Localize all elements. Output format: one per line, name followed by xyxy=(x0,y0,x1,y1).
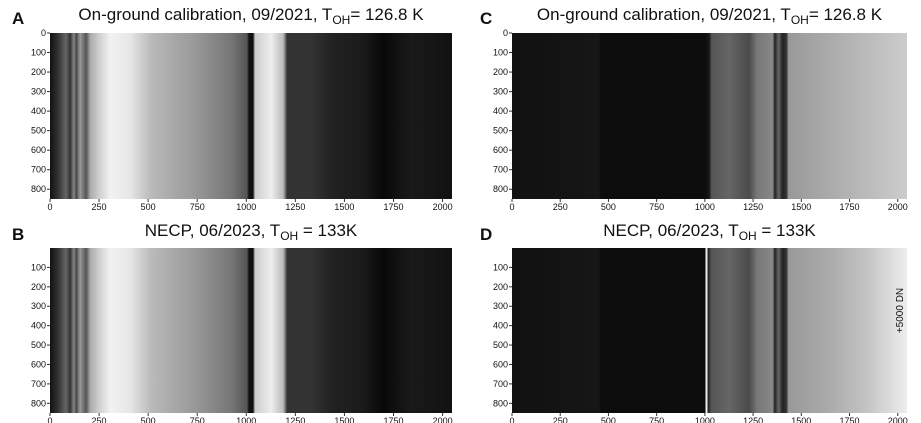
y-tick-label: 600 xyxy=(493,145,508,155)
title-subscript: OH xyxy=(332,13,350,27)
y-tick-label: 700 xyxy=(31,165,46,175)
y-tick-label: 800 xyxy=(31,184,46,194)
x-tick-label: 0 xyxy=(509,202,514,212)
x-tick-label: 750 xyxy=(649,416,664,423)
x-tick-label: 1750 xyxy=(383,416,403,423)
x-tick-label: 2000 xyxy=(888,202,908,212)
y-tick-label: 700 xyxy=(493,379,508,389)
y-tick-label: 100 xyxy=(493,48,508,58)
x-tick-label: 1000 xyxy=(236,202,256,212)
title-text: NECP, 06/2023, T xyxy=(145,221,280,240)
panel-title: NECP, 06/2023, TOH = 133K xyxy=(145,221,358,243)
x-tick-label: 1000 xyxy=(695,202,715,212)
y-tick-label: 100 xyxy=(493,262,508,272)
y-tick-label: 400 xyxy=(31,106,46,116)
x-tick-label: 250 xyxy=(553,416,568,423)
y-tick-label: 200 xyxy=(31,282,46,292)
x-tick-label: 250 xyxy=(92,416,107,423)
y-tick-label: 300 xyxy=(31,301,46,311)
x-tick-label: 750 xyxy=(190,202,205,212)
y-tick-label: 500 xyxy=(31,126,46,136)
x-tick-label: 1500 xyxy=(791,416,811,423)
panel-label: C xyxy=(480,9,492,28)
x-tick-label: 1000 xyxy=(695,416,715,423)
panel-label: A xyxy=(12,9,24,28)
y-tick-label: 200 xyxy=(493,282,508,292)
x-tick-label: 500 xyxy=(141,202,156,212)
x-tick-label: 250 xyxy=(92,202,107,212)
x-tick-label: 250 xyxy=(553,202,568,212)
x-tick-label: 1750 xyxy=(383,202,403,212)
y-tick-label: 700 xyxy=(493,165,508,175)
y-tick-label: 500 xyxy=(493,340,508,350)
x-tick-label: 2000 xyxy=(433,416,453,423)
x-tick-label: 750 xyxy=(649,202,664,212)
y-tick-label: 400 xyxy=(493,106,508,116)
y-tick-label: 800 xyxy=(31,398,46,408)
x-tick-label: 1250 xyxy=(285,416,305,423)
x-tick-label: 0 xyxy=(47,416,52,423)
title-subscript: OH xyxy=(739,229,757,243)
x-tick-label: 500 xyxy=(141,416,156,423)
title-subscript: OH xyxy=(791,13,809,27)
title-subscript: OH xyxy=(280,229,298,243)
detector-image xyxy=(50,33,452,199)
detector-image xyxy=(512,248,907,413)
x-tick-label: 750 xyxy=(190,416,205,423)
y-tick-label: 200 xyxy=(31,67,46,77)
y-tick-label: 200 xyxy=(493,67,508,77)
title-text: On-ground calibration, 09/2021, T xyxy=(537,5,791,24)
x-tick-label: 2000 xyxy=(433,202,453,212)
x-tick-label: 2000 xyxy=(888,416,908,423)
y-tick-label: 700 xyxy=(31,379,46,389)
y-tick-label: 600 xyxy=(31,145,46,155)
y-tick-label: 300 xyxy=(493,87,508,97)
y-tick-label: 100 xyxy=(31,262,46,272)
x-tick-label: 1250 xyxy=(743,202,763,212)
y-tick-label: 800 xyxy=(493,398,508,408)
y-tick-label: 600 xyxy=(493,359,508,369)
x-tick-label: 500 xyxy=(601,416,616,423)
x-tick-label: 1750 xyxy=(840,416,860,423)
x-tick-label: 1250 xyxy=(285,202,305,212)
title-text: On-ground calibration, 09/2021, T xyxy=(78,5,332,24)
y-tick-label: 500 xyxy=(31,340,46,350)
x-tick-label: 1500 xyxy=(334,416,354,423)
title-text: NECP, 06/2023, T xyxy=(603,221,738,240)
x-tick-label: 1500 xyxy=(791,202,811,212)
detector-image xyxy=(50,248,452,413)
detector-image xyxy=(512,33,907,199)
panel-title: On-ground calibration, 09/2021, TOH= 126… xyxy=(537,5,883,27)
y-tick-label: 100 xyxy=(31,48,46,58)
x-tick-label: 0 xyxy=(47,202,52,212)
y-tick-label: 400 xyxy=(493,321,508,331)
panel-title: On-ground calibration, 09/2021, TOH= 126… xyxy=(78,5,424,27)
title-rest: = 126.8 K xyxy=(809,5,883,24)
y-tick-label: 600 xyxy=(31,359,46,369)
y-tick-label: 0 xyxy=(503,28,508,38)
x-tick-label: 1250 xyxy=(743,416,763,423)
panel-label: D xyxy=(480,225,492,244)
panel-label: B xyxy=(12,225,24,244)
annotation: +5000 DN xyxy=(895,288,906,333)
x-tick-label: 1500 xyxy=(334,202,354,212)
title-rest: = 133K xyxy=(298,221,358,240)
title-rest: = 126.8 K xyxy=(350,5,424,24)
x-tick-label: 500 xyxy=(601,202,616,212)
panel-title: NECP, 06/2023, TOH = 133K xyxy=(603,221,816,243)
y-tick-label: 0 xyxy=(41,28,46,38)
y-tick-label: 300 xyxy=(31,87,46,97)
x-tick-label: 1000 xyxy=(236,416,256,423)
y-tick-label: 300 xyxy=(493,301,508,311)
y-tick-label: 800 xyxy=(493,184,508,194)
x-tick-label: 0 xyxy=(509,416,514,423)
x-tick-label: 1750 xyxy=(840,202,860,212)
y-tick-label: 500 xyxy=(493,126,508,136)
y-tick-label: 400 xyxy=(31,321,46,331)
title-rest: = 133K xyxy=(757,221,817,240)
